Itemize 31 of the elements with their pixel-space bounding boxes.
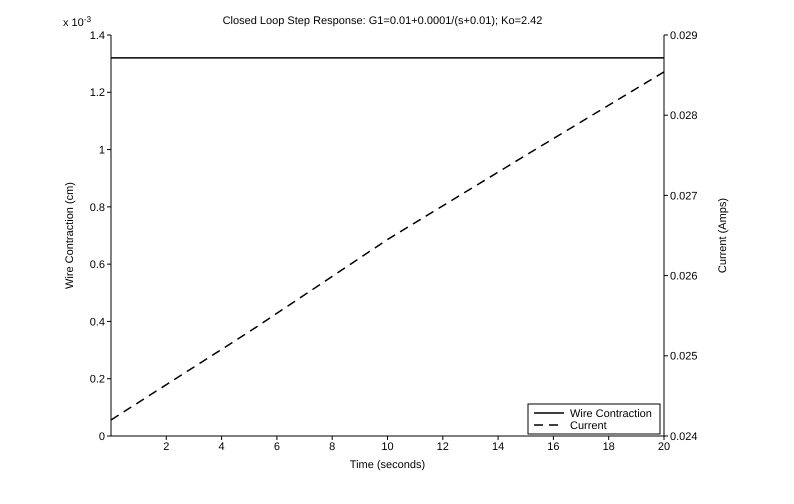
y2-tick-label: 0.029: [670, 30, 698, 42]
x-axis-title: Time (seconds): [350, 459, 426, 471]
text: x 10$^{-3}$: [63, 14, 92, 29]
x-tick-label: 6: [274, 440, 280, 453]
y-tick-label: 1: [98, 144, 105, 156]
y2-axis-title: Current (Amps): [716, 198, 729, 274]
x-tick-label: 14: [492, 440, 504, 453]
y-tick-label: 1.2: [90, 87, 105, 100]
y2-tick-label: 0.025: [670, 350, 698, 363]
x-tick-label: 18: [602, 440, 615, 453]
y2-tick-label: 0.024: [670, 430, 698, 443]
y-tick-label: 1.4: [90, 30, 105, 42]
chart-title: Closed Loop Step Response: G1=0.01+0.0001/(s+0.01); Ko=2.42: [222, 15, 542, 27]
x-tick-label: 2: [163, 440, 170, 453]
y-tick-label: 0.4: [90, 316, 105, 328]
y2-tick-label: 0.026: [670, 270, 698, 283]
x-tick-label: 4: [218, 440, 225, 453]
y-axis-title: Wire Contraction (cm): [64, 182, 76, 289]
legend-label: Current: [570, 420, 607, 432]
x-tick-label: 10: [381, 440, 394, 453]
legend-label: Wire Contraction: [570, 408, 652, 420]
x-tick-label: 16: [547, 440, 560, 453]
y-tick-label: 0.8: [90, 202, 105, 214]
y-tick-label: 0.2: [90, 374, 105, 386]
y2-tick-label: 0.028: [670, 110, 698, 122]
x-tick-label: 20: [658, 440, 670, 453]
y-tick-label: 0: [98, 430, 105, 443]
x-tick-label: 8: [329, 440, 336, 453]
y2-tick-label: 0.027: [670, 190, 698, 202]
x-tick-label: 12: [436, 440, 449, 453]
y-tick-label: 0.6: [90, 259, 105, 272]
